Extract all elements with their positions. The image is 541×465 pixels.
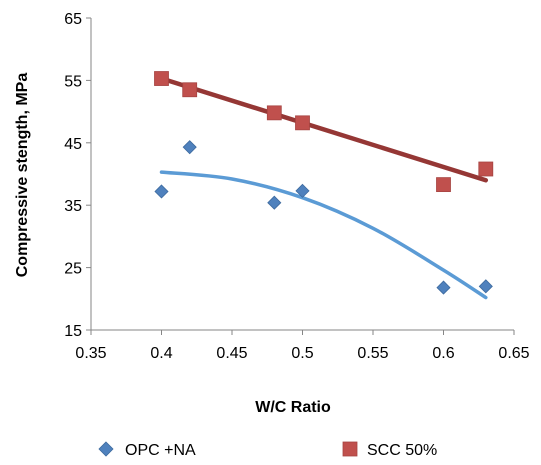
y-tick-label: 45 — [64, 136, 82, 153]
legend: OPC +NA SCC 50% — [98, 441, 437, 459]
data-point-opc-na — [295, 183, 310, 198]
axes — [90, 18, 514, 331]
data-point-scc-50 — [478, 161, 494, 177]
x-tick-label: 0.45 — [216, 345, 247, 362]
y-axis-title: Compressive stength, MPa — [14, 73, 31, 278]
x-tick-label: 0.6 — [432, 345, 454, 362]
x-tick-label: 0.35 — [75, 345, 106, 362]
y-tick-label: 35 — [64, 198, 82, 215]
legend-marker-scc-50 — [342, 441, 358, 457]
trendline-scc-50 — [159, 76, 489, 183]
x-tick-label: 0.5 — [291, 345, 313, 362]
x-tick-label: 0.65 — [498, 345, 529, 362]
data-point-scc-50 — [182, 82, 198, 98]
x-tick-label: 0.4 — [150, 345, 172, 362]
legend-label-opc-na: OPC +NA — [125, 442, 196, 459]
trendlines — [159, 76, 489, 300]
data-points — [154, 71, 494, 295]
y-tick-label: 25 — [64, 261, 82, 278]
data-point-opc-na — [154, 184, 169, 199]
data-point-opc-na — [182, 140, 197, 155]
y-tick-label: 65 — [64, 11, 82, 28]
x-axis-title: W/C Ratio — [255, 399, 331, 416]
data-point-scc-50 — [154, 71, 169, 86]
data-point-scc-50 — [295, 115, 310, 131]
trendline-opc-na — [159, 170, 488, 300]
data-point-opc-na — [478, 279, 493, 294]
data-point-opc-na — [436, 280, 451, 295]
y-tick-label: 15 — [64, 323, 82, 340]
legend-label-scc-50: SCC 50% — [367, 442, 437, 459]
data-point-scc-50 — [436, 177, 451, 193]
legend-marker-opc-na — [98, 441, 114, 457]
y-tick-label: 55 — [64, 73, 82, 90]
x-ticks: 0.35 0.4 0.45 0.5 0.55 0.6 0.65 — [75, 330, 530, 362]
x-tick-label: 0.55 — [357, 345, 388, 362]
y-ticks: 15 25 35 45 55 65 — [64, 11, 91, 340]
data-point-opc-na — [267, 195, 282, 210]
data-point-scc-50 — [266, 105, 282, 121]
